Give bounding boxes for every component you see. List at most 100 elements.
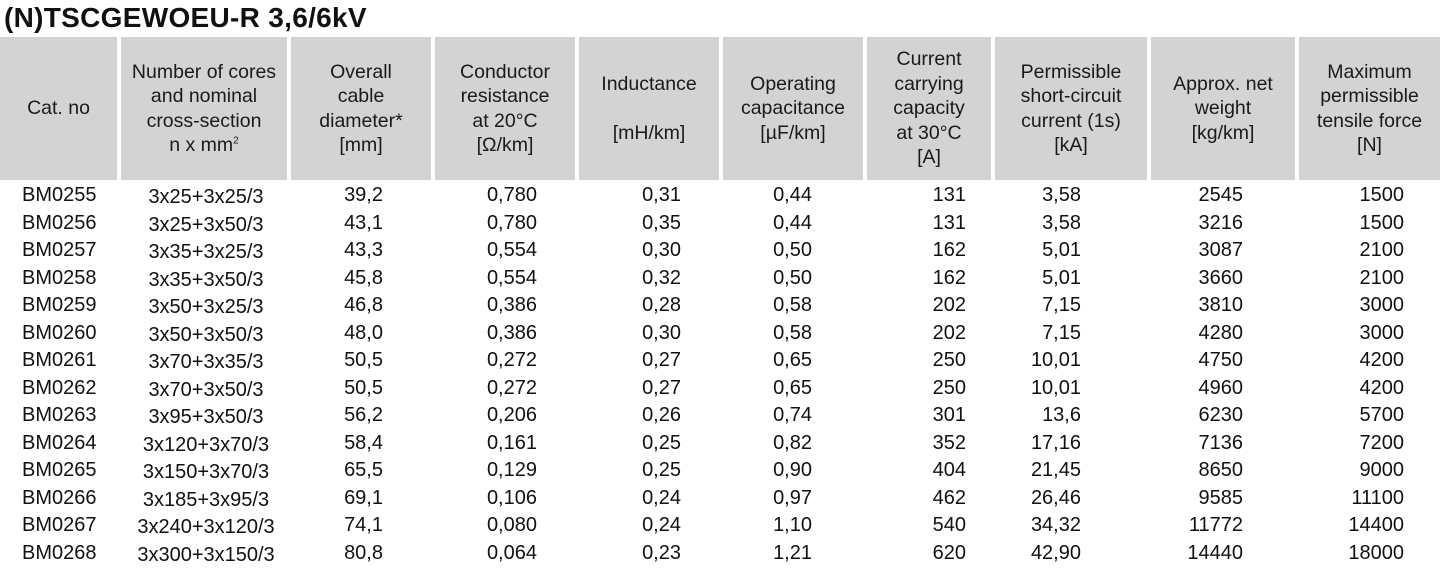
cell-short-circuit-current: 21,45 xyxy=(995,457,1151,485)
cell-short-circuit-current: 7,15 xyxy=(995,320,1151,348)
header-line: [µF/km] xyxy=(760,121,825,146)
cell-operating-capacitance: 0,50 xyxy=(723,237,867,265)
cell-cat-no: BM0266 xyxy=(0,485,121,513)
header-line: Overall xyxy=(330,60,392,85)
header-line: Cat. no xyxy=(27,96,90,121)
cell-cat-no: BM0268 xyxy=(0,540,121,568)
cell-current-capacity: 202 xyxy=(867,292,995,320)
cell-operating-capacitance: 1,10 xyxy=(723,512,867,540)
cell-operating-capacitance: 0,58 xyxy=(723,292,867,320)
cell-overall-diameter: 48,0 xyxy=(291,320,435,348)
cell-net-weight: 9585 xyxy=(1151,485,1299,513)
cell-tensile-force: 4200 xyxy=(1299,347,1440,375)
cell-cores-cross-section: 3x150+3x70/3 xyxy=(121,459,291,487)
header-line: tensile force xyxy=(1317,109,1422,134)
cell-operating-capacitance: 0,65 xyxy=(723,347,867,375)
cell-cores-cross-section: 3x300+3x150/3 xyxy=(121,542,291,569)
cell-inductance: 0,25 xyxy=(579,457,723,485)
cell-net-weight: 4280 xyxy=(1151,320,1299,348)
cell-cores-cross-section: 3x50+3x25/3 xyxy=(121,294,291,322)
cell-short-circuit-current: 7,15 xyxy=(995,292,1151,320)
cell-overall-diameter: 56,2 xyxy=(291,402,435,430)
header-line: at 20°C xyxy=(472,109,537,134)
cell-short-circuit-current: 34,32 xyxy=(995,512,1151,540)
cell-conductor-resistance: 0,554 xyxy=(435,237,579,265)
cell-cores-cross-section: 3x50+3x50/3 xyxy=(121,322,291,350)
cell-tensile-force: 1500 xyxy=(1299,210,1440,238)
cell-inductance: 0,24 xyxy=(579,512,723,540)
cell-operating-capacitance: 0,50 xyxy=(723,265,867,293)
cell-current-capacity: 352 xyxy=(867,430,995,458)
cell-operating-capacitance: 0,44 xyxy=(723,210,867,238)
cell-conductor-resistance: 0,129 xyxy=(435,457,579,485)
cell-tensile-force: 3000 xyxy=(1299,320,1440,348)
cell-cores-cross-section: 3x35+3x50/3 xyxy=(121,267,291,295)
cell-cat-no: BM0261 xyxy=(0,347,121,375)
cell-conductor-resistance: 0,386 xyxy=(435,292,579,320)
header-line: [mH/km] xyxy=(613,121,686,146)
cell-current-capacity: 162 xyxy=(867,237,995,265)
cell-cat-no: BM0260 xyxy=(0,320,121,348)
cell-cores-cross-section: 3x185+3x95/3 xyxy=(121,487,291,515)
cell-overall-diameter: 46,8 xyxy=(291,292,435,320)
cell-short-circuit-current: 17,16 xyxy=(995,430,1151,458)
cell-current-capacity: 540 xyxy=(867,512,995,540)
header-line-unit: n x mm2 xyxy=(169,133,238,158)
cell-overall-diameter: 69,1 xyxy=(291,485,435,513)
cell-cat-no: BM0265 xyxy=(0,457,121,485)
cell-cores-cross-section: 3x120+3x70/3 xyxy=(121,432,291,460)
cell-conductor-resistance: 0,064 xyxy=(435,540,579,568)
header-line: [kg/km] xyxy=(1192,121,1255,146)
cell-tensile-force: 1500 xyxy=(1299,182,1440,210)
cell-tensile-force: 7200 xyxy=(1299,430,1440,458)
header-line: and nominal xyxy=(151,84,257,109)
cell-current-capacity: 131 xyxy=(867,182,995,210)
cell-short-circuit-current: 3,58 xyxy=(995,182,1151,210)
header-line: Operating xyxy=(750,72,836,97)
cell-current-capacity: 301 xyxy=(867,402,995,430)
cell-tensile-force: 18000 xyxy=(1299,540,1440,568)
cell-short-circuit-current: 10,01 xyxy=(995,347,1151,375)
cell-cat-no: BM0267 xyxy=(0,512,121,540)
cell-cores-cross-section: 3x25+3x25/3 xyxy=(121,184,291,212)
header-inductance: Inductance [mH/km] xyxy=(579,37,719,180)
cell-inductance: 0,30 xyxy=(579,320,723,348)
cell-operating-capacitance: 0,97 xyxy=(723,485,867,513)
cell-tensile-force: 9000 xyxy=(1299,457,1440,485)
header-line xyxy=(646,96,651,121)
cell-overall-diameter: 43,1 xyxy=(291,210,435,238)
cell-tensile-force: 14400 xyxy=(1299,512,1440,540)
cell-current-capacity: 131 xyxy=(867,210,995,238)
cell-conductor-resistance: 0,272 xyxy=(435,347,579,375)
cell-cat-no: BM0255 xyxy=(0,182,121,210)
cell-overall-diameter: 43,3 xyxy=(291,237,435,265)
cell-short-circuit-current: 10,01 xyxy=(995,375,1151,403)
cell-operating-capacitance: 0,74 xyxy=(723,402,867,430)
cell-cores-cross-section: 3x35+3x25/3 xyxy=(121,239,291,267)
cell-cores-cross-section: 3x70+3x35/3 xyxy=(121,349,291,377)
header-line: cable xyxy=(338,84,385,109)
cell-cores-cross-section: 3x240+3x120/3 xyxy=(121,514,291,542)
cell-conductor-resistance: 0,106 xyxy=(435,485,579,513)
cell-cat-no: BM0258 xyxy=(0,265,121,293)
cell-current-capacity: 404 xyxy=(867,457,995,485)
cell-overall-diameter: 65,5 xyxy=(291,457,435,485)
cell-tensile-force: 2100 xyxy=(1299,237,1440,265)
header-line: cross-section xyxy=(147,109,262,134)
header-line: capacity xyxy=(893,96,965,121)
header-line: capacitance xyxy=(741,96,845,121)
